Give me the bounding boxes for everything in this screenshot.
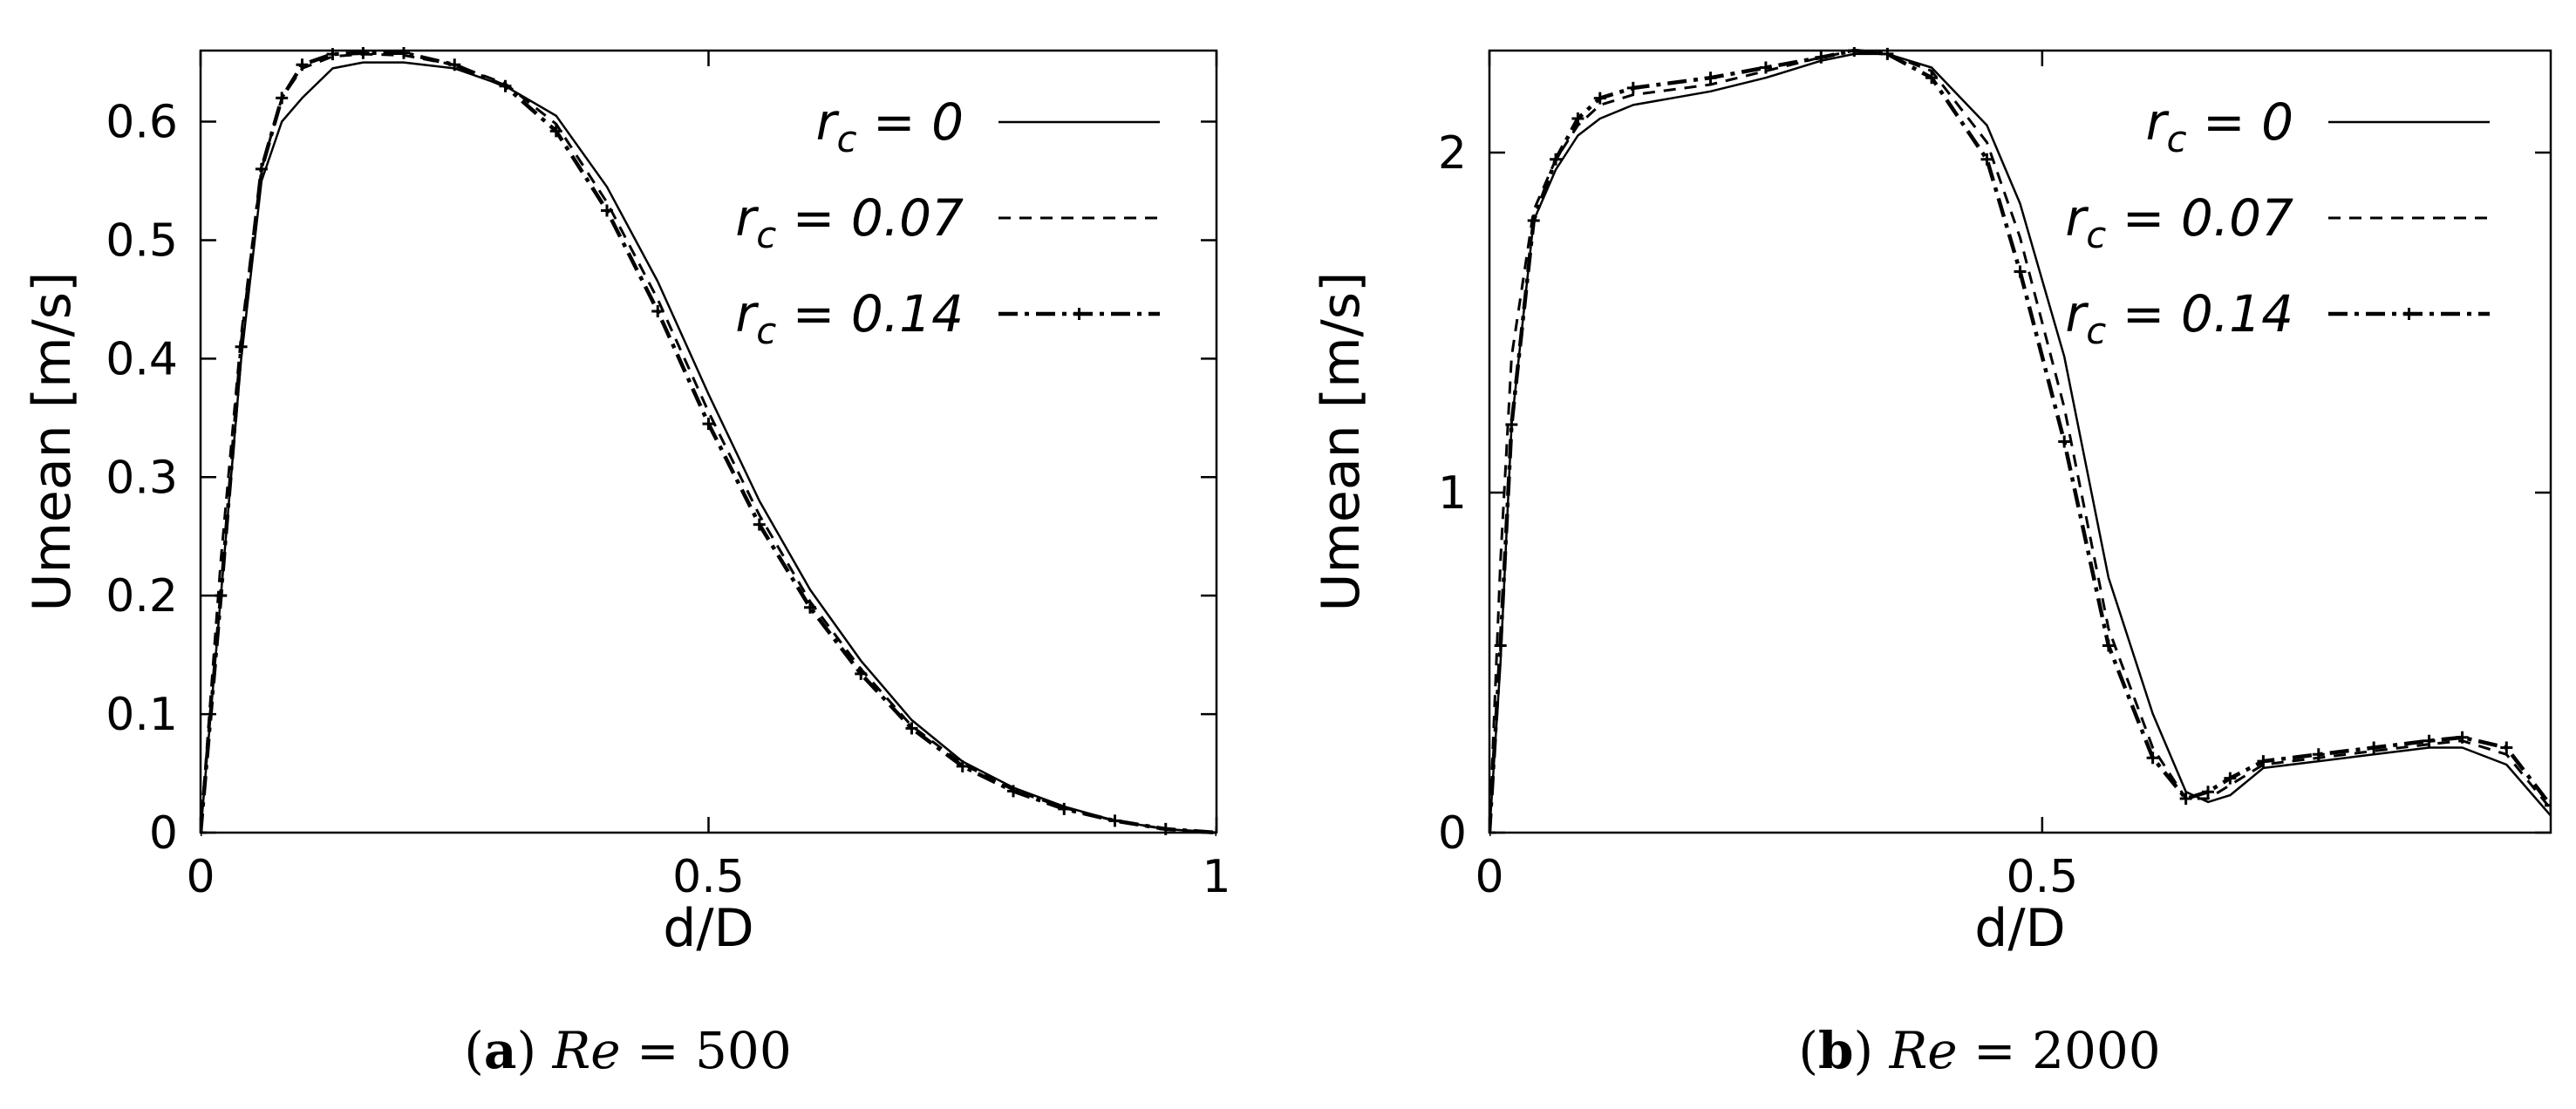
series-point <box>235 340 248 353</box>
series-point <box>2179 793 2192 805</box>
series-point <box>201 827 207 836</box>
series-point <box>2102 639 2115 652</box>
x-tick-label: 0 <box>1475 851 1503 903</box>
series-point <box>651 305 664 317</box>
legend-marker <box>1073 308 1086 320</box>
series-line-3 <box>1489 48 2551 833</box>
series-point <box>702 418 715 431</box>
series-point <box>2500 741 2513 754</box>
series-line-2 <box>1489 49 2551 833</box>
y-tick-label: 2 <box>1438 127 1467 180</box>
series-point <box>1815 51 1828 64</box>
series-point <box>357 47 370 59</box>
legend-label: rc = 0 <box>816 92 964 160</box>
series-point <box>448 58 461 71</box>
chart-panel-2: 0 0.5 0 1 2 d/D Umean [m/s] rc = 0 rc = 0.07 rc =… <box>1311 47 2552 1080</box>
plot-frame <box>1488 49 2552 834</box>
series-line-1 <box>201 61 1216 834</box>
series-line-1 <box>1489 52 2551 833</box>
y-tick-label: 0.6 <box>106 97 178 149</box>
series-point <box>2368 741 2381 754</box>
series-point <box>2058 435 2071 448</box>
series-point <box>1527 214 1540 227</box>
series-point <box>1980 153 1993 166</box>
series-point <box>1848 47 1861 57</box>
y-tick-label: 0.2 <box>106 570 178 623</box>
series-point <box>1058 802 1071 815</box>
series-point <box>2312 748 2325 761</box>
series-point <box>2014 265 2027 278</box>
y-tick-label: 0.5 <box>106 214 178 267</box>
x-tick-label: 0 <box>186 851 215 903</box>
subfigure-caption: (a) Re = 500 <box>464 1021 792 1080</box>
series-point <box>1505 418 1518 431</box>
series-point <box>1108 814 1121 827</box>
series-point <box>2257 755 2270 768</box>
y-tick-label: 1 <box>1438 467 1467 520</box>
series-point <box>1494 639 1507 652</box>
y-tick-label: 0.3 <box>106 452 178 504</box>
series-point <box>1704 71 1717 85</box>
series-point <box>499 79 512 92</box>
series-point <box>601 204 613 217</box>
x-tick-label: 1 <box>1202 851 1230 903</box>
series-point <box>1571 112 1584 125</box>
y-tick-label: 0.4 <box>106 333 178 385</box>
series-point <box>804 601 816 614</box>
x-tick-label: 0.5 <box>672 851 745 903</box>
series-point <box>1210 827 1216 836</box>
series-point <box>956 759 969 772</box>
legend-label: rc = 0.14 <box>735 284 964 352</box>
chart-panel-1: 0 0.5 1 0 0.1 0.2 0.3 0.4 0.5 0.6 d/D Umean [m/s] rc… <box>22 47 1231 1080</box>
series-point <box>1550 153 1563 166</box>
series-point <box>1489 827 1496 836</box>
series-point <box>1759 61 1772 74</box>
series-point <box>326 48 339 61</box>
series-point <box>2423 734 2436 747</box>
legend-label: rc = 0.07 <box>735 188 964 256</box>
y-tick-label: 0.1 <box>106 689 178 741</box>
series-point <box>2202 786 2215 799</box>
series-point <box>2146 752 2159 765</box>
series-point <box>398 47 410 59</box>
y-tick-label: 0 <box>149 807 178 860</box>
series-point <box>1007 785 1019 798</box>
subfigure-caption: (b) Re = 2000 <box>1798 1021 2160 1080</box>
series-point <box>549 125 562 138</box>
series-point <box>1626 81 1639 94</box>
series-point <box>296 58 309 71</box>
series-point <box>905 722 918 735</box>
x-axis-label: d/D <box>1974 898 2066 959</box>
plot-frame <box>199 49 1218 834</box>
x-axis-label: d/D <box>663 898 754 959</box>
legend-label: rc = 0.07 <box>2065 188 2293 256</box>
legend-marker <box>2402 308 2416 320</box>
x-tick-label: 0.5 <box>2007 851 2079 903</box>
y-tick-label: 0 <box>1438 807 1467 860</box>
series-point <box>2545 799 2551 812</box>
series-line-2 <box>201 52 1216 834</box>
legend-label: rc = 0 <box>2146 92 2293 160</box>
series-line-3 <box>201 51 1216 835</box>
y-axis-label: Umean [m/s] <box>1311 272 1372 612</box>
series-point <box>255 162 268 175</box>
series-point <box>855 667 868 680</box>
series-point <box>2456 731 2469 744</box>
series-point <box>2224 772 2237 785</box>
series-point <box>1593 92 1606 105</box>
series-point <box>215 589 228 602</box>
series-point <box>1925 71 1939 85</box>
series-point <box>1881 47 1894 60</box>
series-point <box>1159 822 1172 835</box>
y-axis-label: Umean [m/s] <box>22 272 83 612</box>
legend-label: rc = 0.14 <box>2065 284 2293 352</box>
series-point <box>276 92 289 105</box>
series-point <box>753 518 766 531</box>
